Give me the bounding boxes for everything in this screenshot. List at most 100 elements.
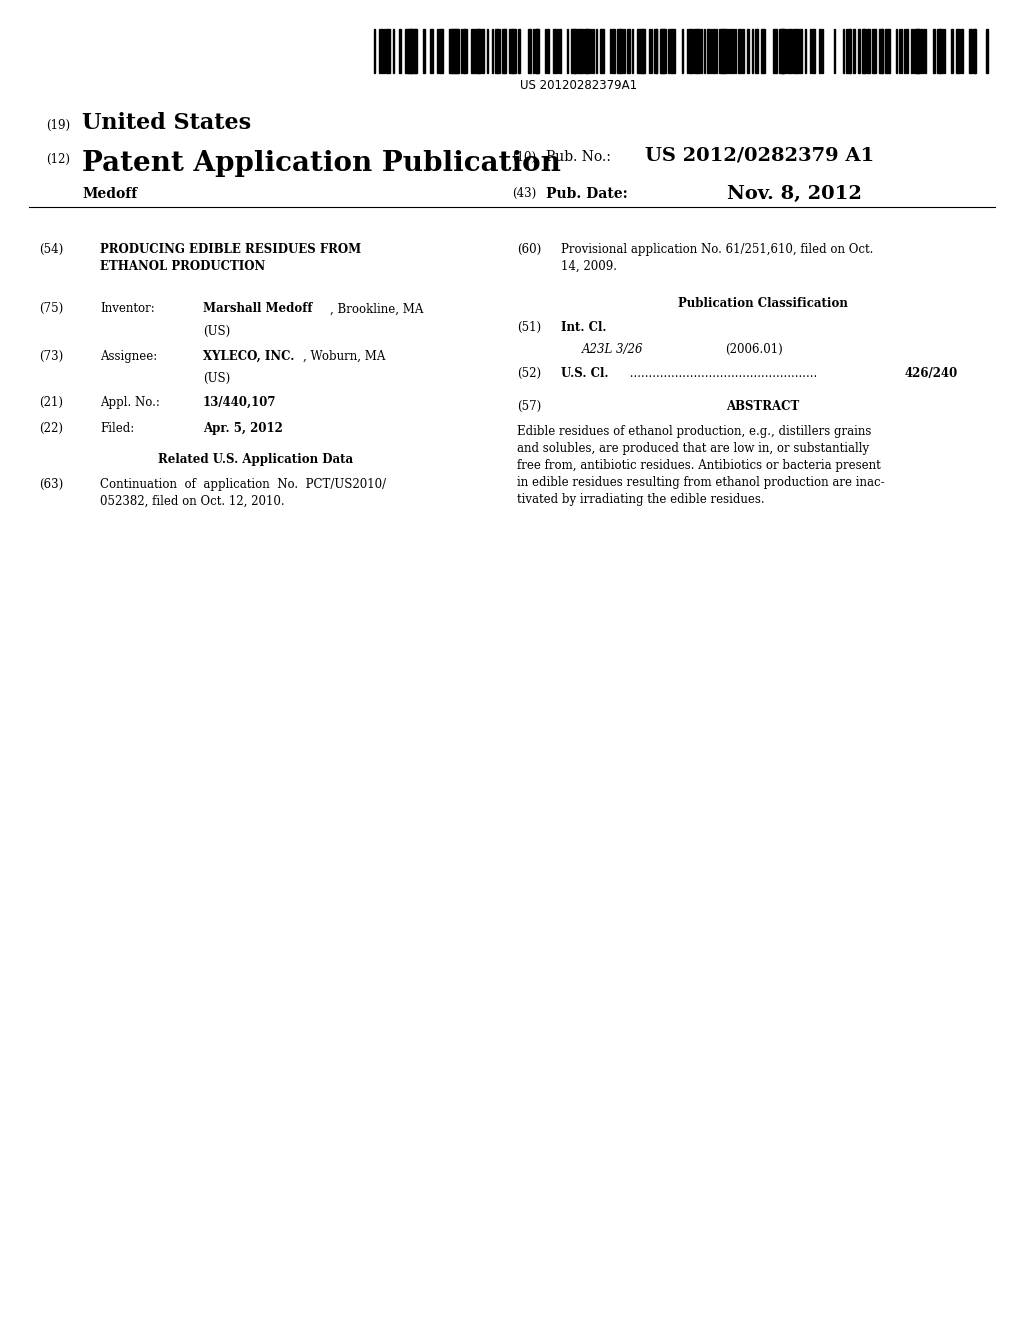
Bar [465, 29, 467, 73]
Bar [499, 29, 500, 73]
Bar [819, 29, 821, 73]
Bar [585, 29, 588, 73]
Bar [557, 29, 558, 73]
Text: (US): (US) [203, 372, 230, 385]
Bar [937, 29, 939, 73]
Bar [761, 29, 762, 73]
Bar [810, 29, 811, 73]
Bar [512, 29, 514, 73]
Bar [741, 29, 744, 73]
Bar [708, 29, 710, 73]
Bar [407, 29, 409, 73]
Bar [663, 29, 665, 73]
Bar [483, 29, 484, 73]
Bar [514, 29, 516, 73]
Bar [899, 29, 900, 73]
Bar [637, 29, 641, 73]
Bar [918, 29, 920, 73]
Bar [986, 29, 987, 73]
Bar [868, 29, 869, 73]
Bar [553, 29, 555, 73]
Bar [572, 29, 575, 73]
Bar [547, 29, 549, 73]
Bar [889, 29, 890, 73]
Bar [786, 29, 787, 73]
Text: Assignee:: Assignee: [100, 350, 158, 363]
Bar [567, 29, 568, 73]
Bar [642, 29, 644, 73]
Bar [865, 29, 866, 73]
Text: PRODUCING EDIBLE RESIDUES FROM
ETHANOL PRODUCTION: PRODUCING EDIBLE RESIDUES FROM ETHANOL P… [100, 243, 361, 273]
Bar [399, 29, 400, 73]
Bar [654, 29, 656, 73]
Bar [537, 29, 539, 73]
Bar [850, 29, 851, 73]
Text: (2006.01): (2006.01) [725, 343, 782, 356]
Bar [713, 29, 715, 73]
Text: ..................................................: ........................................… [626, 367, 817, 380]
Text: US 20120282379A1: US 20120282379A1 [520, 79, 637, 92]
Bar [800, 29, 802, 73]
Bar [410, 29, 411, 73]
Bar [381, 29, 383, 73]
Bar [920, 29, 922, 73]
Bar [463, 29, 465, 73]
Bar [475, 29, 476, 73]
Bar [861, 29, 865, 73]
Bar [762, 29, 765, 73]
Bar [486, 29, 487, 73]
Bar [535, 29, 539, 73]
Bar [437, 29, 438, 73]
Bar [610, 29, 611, 73]
Bar [923, 29, 925, 73]
Bar [814, 29, 815, 73]
Text: (63): (63) [39, 478, 63, 491]
Bar [442, 29, 443, 73]
Bar [694, 29, 696, 73]
Bar [782, 29, 784, 73]
Bar [876, 29, 877, 73]
Bar [509, 29, 513, 73]
Text: Related U.S. Application Data: Related U.S. Application Data [159, 453, 353, 466]
Bar [735, 29, 736, 73]
Bar [527, 29, 529, 73]
Text: (75): (75) [39, 302, 63, 315]
Bar [415, 29, 417, 73]
Bar [471, 29, 472, 73]
Text: Provisional application No. 61/251,610, filed on Oct.
14, 2009.: Provisional application No. 61/251,610, … [561, 243, 873, 273]
Text: Nov. 8, 2012: Nov. 8, 2012 [727, 185, 862, 203]
Bar [624, 29, 625, 73]
Bar [632, 29, 634, 73]
Bar [502, 29, 506, 73]
Bar [914, 29, 919, 73]
Bar [374, 29, 375, 73]
Bar [934, 29, 935, 73]
Bar [916, 29, 919, 73]
Bar [940, 29, 941, 73]
Text: US 2012/0282379 A1: US 2012/0282379 A1 [645, 147, 874, 165]
Bar [570, 29, 571, 73]
Bar [529, 29, 530, 73]
Text: (51): (51) [517, 321, 542, 334]
Bar [901, 29, 902, 73]
Text: (73): (73) [39, 350, 63, 363]
Text: 426/240: 426/240 [904, 367, 957, 380]
Bar [665, 29, 666, 73]
Bar [408, 29, 412, 73]
Bar [835, 29, 836, 73]
Bar [716, 29, 717, 73]
Bar [532, 29, 535, 73]
Text: Pub. Date:: Pub. Date: [546, 187, 628, 202]
Bar [456, 29, 459, 73]
Bar [866, 29, 868, 73]
Bar [596, 29, 597, 73]
Text: U.S. Cl.: U.S. Cl. [561, 367, 608, 380]
Bar [971, 29, 972, 73]
Bar [662, 29, 665, 73]
Bar [496, 29, 498, 73]
Bar [621, 29, 622, 73]
Text: (43): (43) [512, 187, 537, 201]
Bar [497, 29, 499, 73]
Bar [450, 29, 453, 73]
Bar [379, 29, 380, 73]
